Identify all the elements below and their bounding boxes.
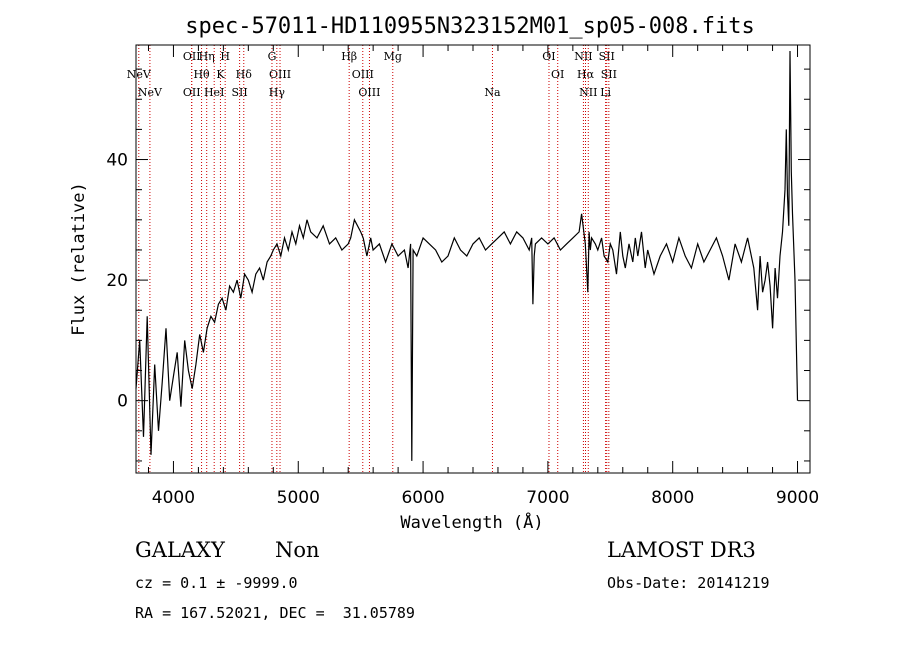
chart-title: spec-57011-HD110955N323152M01_sp05-008.f… — [185, 14, 755, 39]
emission-line-label: NeV — [138, 86, 163, 99]
emission-line-label: Na — [484, 86, 501, 99]
emission-line-label: Li — [600, 86, 611, 99]
emission-line-label: Hθ — [193, 68, 210, 81]
emission-line-label: SII — [599, 50, 615, 63]
emission-line-label: OII — [183, 50, 201, 63]
emission-line-label: NII — [579, 86, 597, 99]
emission-line-label: Hγ — [269, 86, 286, 99]
emission-line-label: HeI — [204, 86, 224, 99]
axis-ticks: 4000 5000 6000 7000 8000 9000 0 20 40 — [106, 45, 819, 508]
object-subclass: Non — [275, 538, 320, 562]
flux-series-line — [135, 50, 799, 461]
y-axis-label: Flux (relative) — [69, 182, 89, 336]
ra-dec-line: RA = 167.52021, DEC = 31.05789 — [135, 604, 415, 622]
emission-line-label: OIII — [269, 68, 291, 81]
emission-line-label: SII — [231, 86, 247, 99]
emission-line-label: H — [220, 50, 230, 63]
emission-line-label: OIII — [352, 68, 374, 81]
emission-line-label: Hη — [199, 50, 215, 63]
x-tick-label: 5000 — [277, 488, 320, 508]
x-tick-label: 4000 — [152, 488, 195, 508]
x-axis-label: Wavelength (Å) — [400, 511, 543, 533]
emission-line-label: Hβ — [341, 50, 357, 63]
x-tick-label: 8000 — [651, 488, 694, 508]
emission-line-label: OII — [183, 86, 201, 99]
emission-line-label: Hα — [577, 68, 595, 81]
emission-line-label: NII — [574, 50, 592, 63]
y-tick-label: 20 — [106, 271, 128, 291]
emission-line-label: OIII — [358, 86, 380, 99]
emission-line-label: G — [268, 50, 277, 63]
emission-line-label: NeV — [127, 68, 152, 81]
emission-line-label: OI — [542, 50, 555, 63]
x-tick-label: 7000 — [526, 488, 569, 508]
emission-line-label: Hδ — [236, 68, 253, 81]
emission-line-label: SII — [601, 68, 617, 81]
x-tick-label: 9000 — [776, 488, 819, 508]
survey-name: LAMOST DR3 — [607, 538, 756, 562]
redshift-line: cz = 0.1 ± -9999.0 — [135, 574, 298, 592]
y-tick-label: 0 — [117, 392, 128, 412]
emission-line-label: Mg — [384, 50, 402, 63]
emission-line-label: OI — [551, 68, 564, 81]
plot-frame — [135, 44, 811, 474]
x-tick-label: 6000 — [401, 488, 444, 508]
emission-line-label: K — [216, 68, 225, 81]
obs-date: Obs-Date: 20141219 — [607, 574, 770, 592]
object-class: GALAXY — [135, 538, 225, 562]
y-tick-label: 40 — [106, 151, 128, 171]
